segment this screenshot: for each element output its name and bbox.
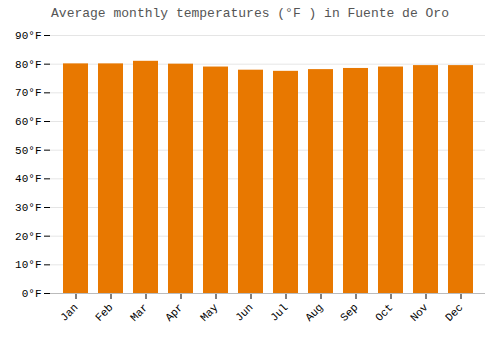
svg-text:Dec: Dec	[443, 301, 465, 323]
svg-text:Jul: Jul	[268, 301, 290, 323]
svg-text:Feb: Feb	[93, 301, 115, 323]
svg-text:90°F: 90°F	[15, 30, 41, 42]
svg-text:60°F: 60°F	[15, 116, 41, 128]
html-text:Average monthly temperatures (: Average monthly temperatures (°F ) in Fu…	[51, 6, 449, 21]
svg-text:40°F: 40°F	[15, 173, 41, 185]
svg-text:Sep: Sep	[338, 301, 360, 323]
svg-text:0°F: 0°F	[22, 288, 42, 300]
svg-text:80°F: 80°F	[15, 59, 41, 71]
svg-text:Nov: Nov	[408, 301, 431, 324]
svg-text:Jan: Jan	[58, 301, 80, 323]
svg-text:70°F: 70°F	[15, 87, 41, 99]
svg-text:Mar: Mar	[128, 301, 150, 323]
svg-text:20°F: 20°F	[15, 231, 41, 243]
svg-text:Oct: Oct	[373, 301, 395, 323]
svg-text:Apr: Apr	[163, 301, 185, 323]
svg-text:50°F: 50°F	[15, 145, 41, 157]
svg-text:May: May	[198, 301, 221, 324]
svg-text:10°F: 10°F	[15, 259, 41, 271]
svg-text:Aug: Aug	[303, 301, 325, 323]
svg-text:Jun: Jun	[233, 301, 255, 323]
svg-text:30°F: 30°F	[15, 202, 41, 214]
